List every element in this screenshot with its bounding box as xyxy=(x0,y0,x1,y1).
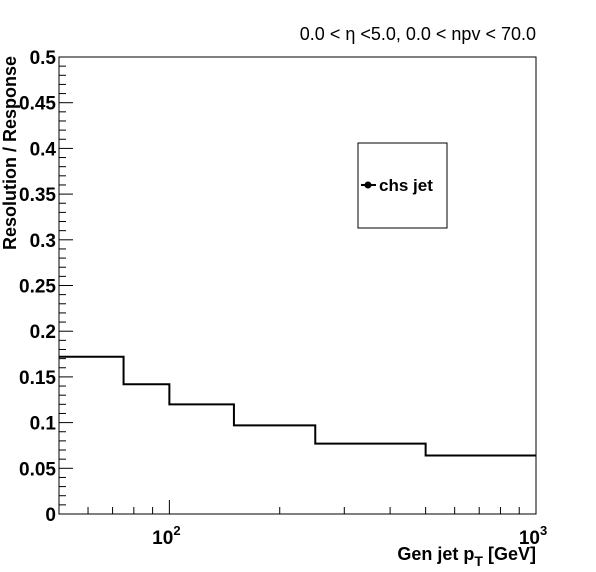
x-tick-label: 103 xyxy=(519,523,547,549)
series-layer xyxy=(59,355,536,457)
series-step-line xyxy=(59,355,536,457)
x-axis-title-subscript: T xyxy=(474,553,483,569)
y-tick-label: 0.25 xyxy=(19,277,56,298)
x-tick-labels: 102 103 xyxy=(152,523,547,549)
y-tick-label: 0.1 xyxy=(30,414,57,435)
plot-header: 0.0 < η <5.0, 0.0 < npv < 70.0 xyxy=(300,24,536,44)
x-axis-title: Gen jet pT [GeV] xyxy=(397,544,536,569)
y-tick-labels: 0 0.05 0.1 0.15 0.2 0.25 0.3 0.35 0.4 0.45 0.5 xyxy=(19,48,56,526)
plot-frame xyxy=(58,56,537,515)
legend-point-marker xyxy=(364,181,372,189)
x-tick-label-exponent: 2 xyxy=(173,523,180,538)
x-axis-title-main: Gen jet p xyxy=(397,544,474,564)
y-axis-title: Resolution / Response xyxy=(0,56,20,250)
y-tick-label: 0.05 xyxy=(19,459,56,480)
y-tick-label: 0.2 xyxy=(30,322,56,343)
x-tick-label: 102 xyxy=(152,523,180,549)
major-ticks xyxy=(59,56,73,515)
x-axis-title-unit: [GeV] xyxy=(488,544,536,564)
legend: chs jet xyxy=(357,142,448,229)
y-tick-label: 0.4 xyxy=(30,139,57,160)
y-tick-label: 0.35 xyxy=(19,185,56,206)
legend-label: chs jet xyxy=(379,176,433,195)
x-tick-label-base: 10 xyxy=(152,528,173,549)
y-tick-label: 0.45 xyxy=(19,94,56,115)
y-tick-label: 0.3 xyxy=(30,231,56,252)
y-tick-label: 0.15 xyxy=(19,368,56,389)
y-tick-label: 0.5 xyxy=(30,48,57,69)
x-tick-label-base: 10 xyxy=(519,528,540,549)
y-tick-label: 0 xyxy=(45,505,56,526)
x-tick-label-exponent: 3 xyxy=(540,523,547,538)
minor-ticks xyxy=(59,65,520,514)
